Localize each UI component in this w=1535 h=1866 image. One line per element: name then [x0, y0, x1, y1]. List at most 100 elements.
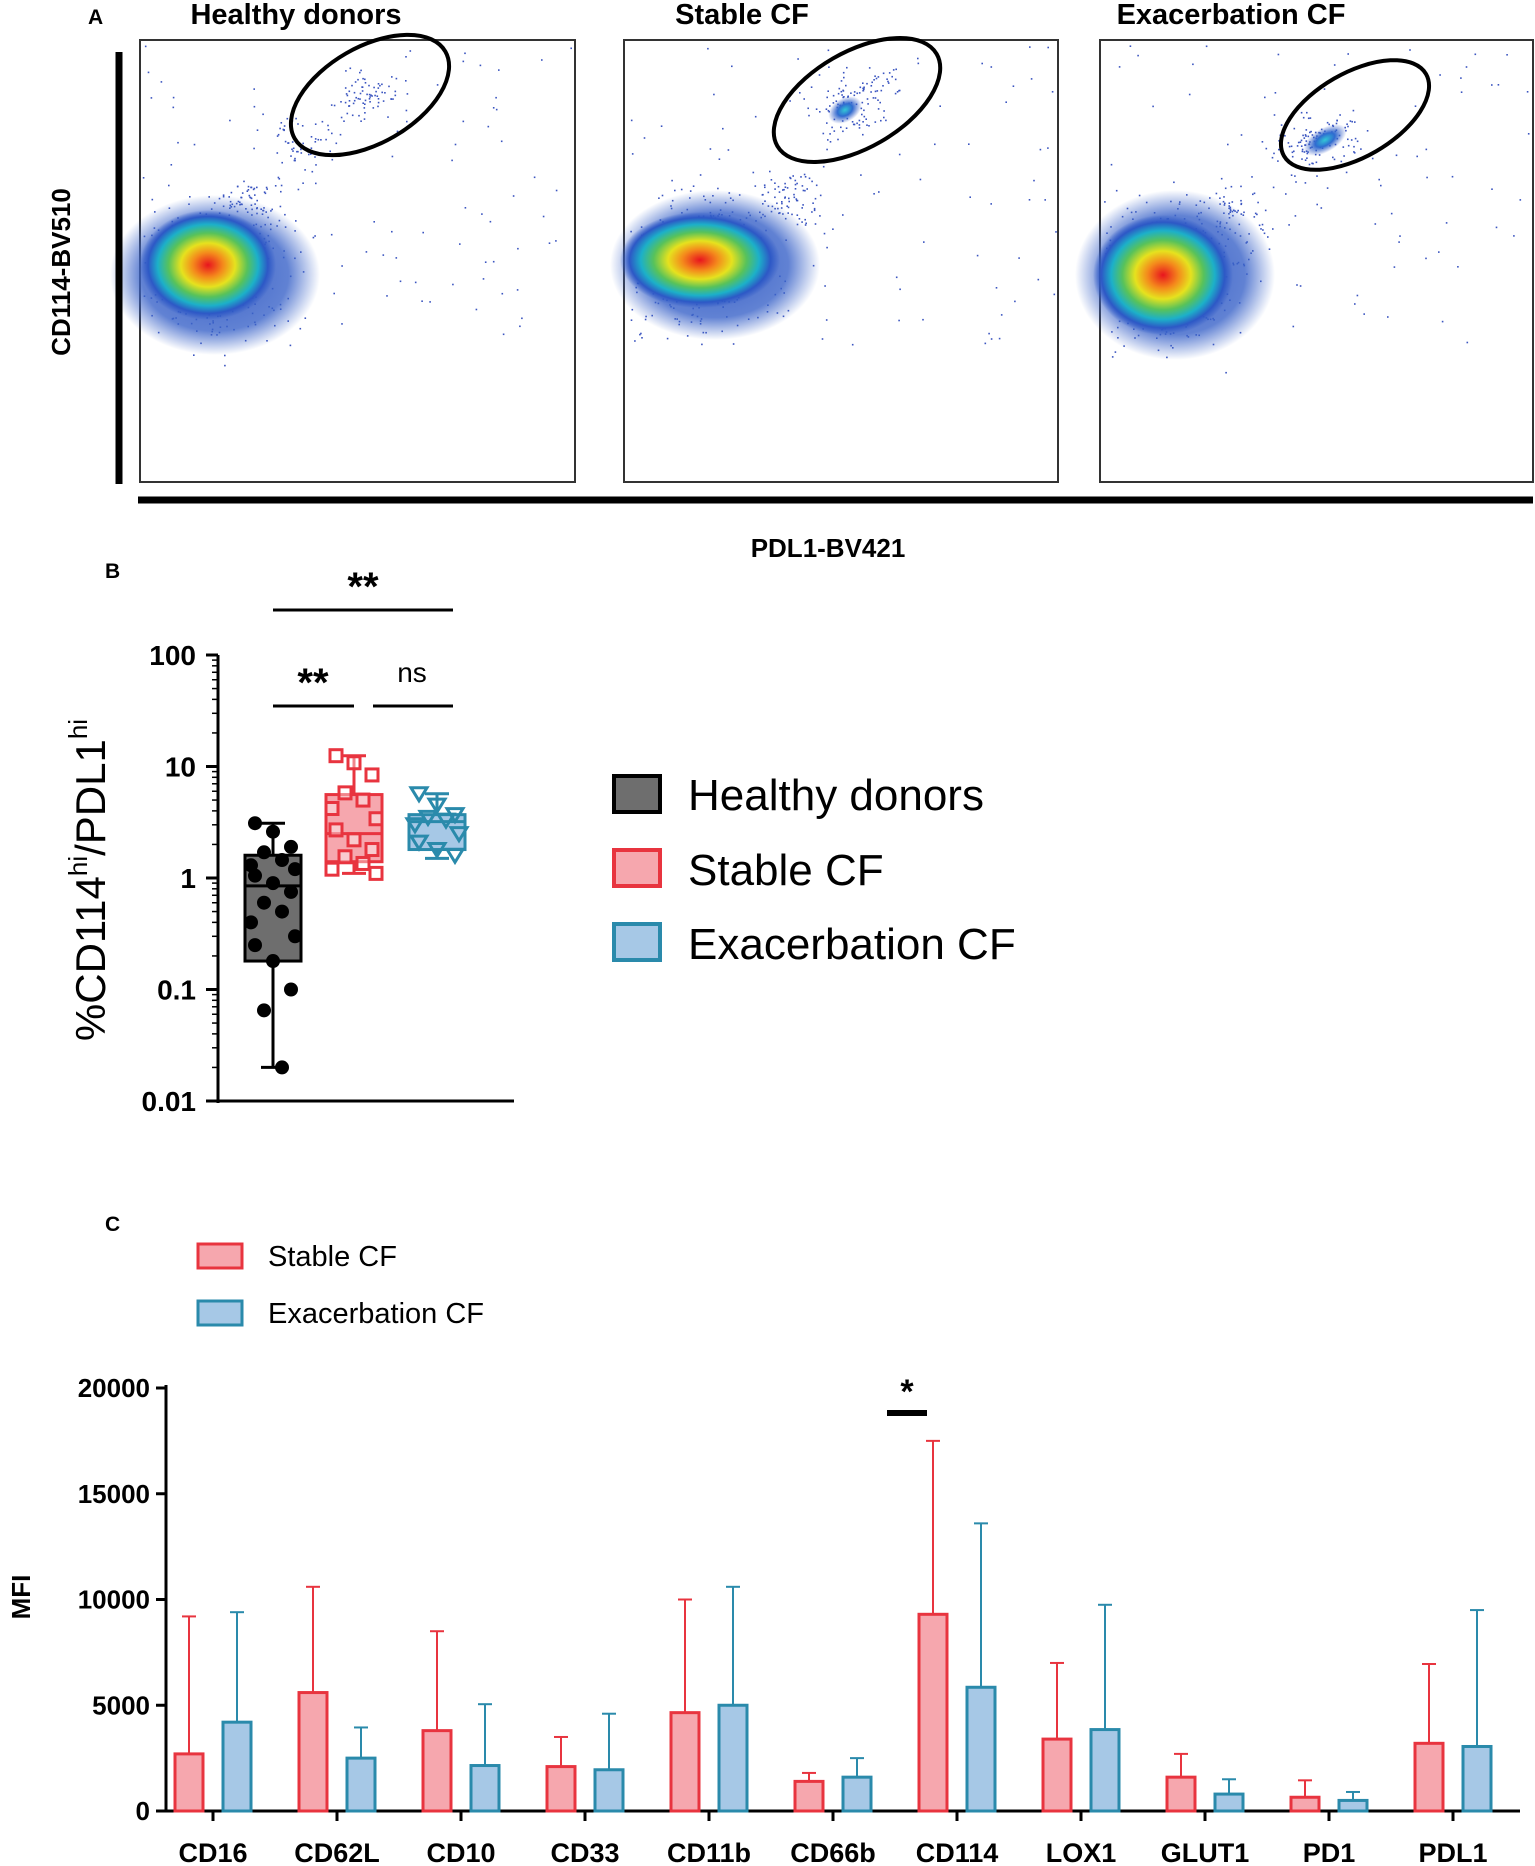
y-tick-label-b: 0.01	[142, 1086, 197, 1117]
legend-swatch-stable	[612, 848, 662, 888]
scatter-dot	[784, 186, 787, 188]
scatter-dot	[1378, 178, 1380, 181]
data-point	[284, 839, 298, 854]
scatter-dot	[783, 188, 785, 191]
panel-b: B 100 10 1 0.1 0.01 %CD114hi/PDL1hi ** ** ns…	[63, 560, 1016, 1117]
scatter-dot	[867, 103, 869, 105]
x-tick-label-c: CD114	[916, 1838, 999, 1866]
scatter-dot	[405, 80, 407, 82]
scatter-dot	[1114, 351, 1117, 353]
scatter-dot	[917, 57, 919, 60]
scatter-dot	[815, 108, 818, 110]
bar-group-cd66b: CD66b	[790, 1757, 876, 1866]
scatter-dot	[501, 292, 504, 295]
scatter-dot	[1354, 303, 1356, 305]
scatter-dot	[976, 254, 979, 257]
density-plot-exacerbation	[1075, 39, 1534, 483]
scatter-dot	[327, 124, 329, 127]
bar-stable	[1165, 1775, 1197, 1813]
scatter-dot	[804, 189, 806, 192]
scatter-dot	[1240, 199, 1242, 202]
scatter-dot	[346, 94, 349, 97]
scatter-dot	[177, 141, 179, 144]
panel-c-ticks: 0 5000 10000 15000 20000	[78, 1373, 166, 1826]
scatter-dot	[264, 192, 267, 195]
data-point	[257, 1003, 271, 1018]
data-point	[364, 842, 380, 858]
scatter-dot	[1474, 53, 1477, 56]
scatter-dot	[376, 95, 379, 97]
scatter-dot	[283, 129, 285, 131]
scatter-dot	[365, 251, 368, 253]
scatter-dot	[754, 185, 757, 187]
scatter-dot	[229, 119, 231, 122]
scatter-dot	[981, 62, 983, 65]
scatter-dot	[172, 96, 175, 99]
scatter-dot	[803, 98, 805, 100]
bar-stable	[545, 1765, 577, 1813]
scatter-dot	[990, 66, 993, 68]
scatter-dot	[263, 191, 266, 193]
scatter-dot	[804, 176, 807, 178]
scatter-dot	[872, 97, 875, 99]
legend-swatch-healthy	[612, 774, 662, 814]
data-point	[244, 915, 258, 930]
scatter-dot	[858, 92, 861, 94]
y-tick-label-b: 100	[149, 640, 196, 671]
scatter-dot	[774, 188, 776, 190]
scatter-dot	[939, 105, 941, 107]
scatter-dot	[823, 232, 826, 235]
scatter-dot	[289, 344, 292, 347]
scatter-dot	[865, 118, 867, 120]
scatter-dot	[767, 191, 770, 194]
scatter-dot	[331, 158, 334, 161]
scatter-dot	[1465, 66, 1468, 68]
bar-exacerbation	[965, 1685, 997, 1813]
boxplot-exacerbation-cf	[404, 786, 470, 866]
scatter-dot	[276, 135, 279, 137]
data-point	[324, 861, 340, 877]
data-point	[337, 849, 353, 865]
scatter-dot	[825, 319, 828, 321]
scatter-dot	[384, 92, 386, 94]
scatter-dot	[368, 98, 371, 100]
scatter-dot	[923, 241, 925, 243]
scatter-dot	[858, 127, 861, 129]
scatter-dot	[796, 214, 799, 216]
scatter-dot	[373, 221, 375, 223]
scatter-dot	[1219, 197, 1221, 199]
data-point	[368, 865, 384, 881]
scatter-dot	[1390, 212, 1393, 215]
scatter-dot	[1416, 155, 1418, 158]
scatter-dot	[297, 123, 299, 125]
scatter-dot	[284, 140, 287, 143]
scatter-dot	[1231, 201, 1234, 203]
scatter-dot	[887, 82, 890, 84]
bar-exacerbation	[841, 1775, 873, 1813]
scatter-dot	[934, 143, 936, 146]
scatter-dot	[1028, 199, 1031, 201]
scatter-dot	[464, 52, 466, 55]
scatter-dot	[891, 75, 893, 78]
scatter-dot	[300, 152, 303, 154]
scatter-dot	[1352, 109, 1355, 112]
scatter-dot	[1336, 119, 1338, 122]
scatter-dot	[815, 184, 818, 187]
scatter-dot	[851, 121, 854, 123]
scatter-dot	[858, 124, 861, 126]
scatter-dot	[845, 127, 848, 129]
data-point	[328, 748, 344, 764]
scatter-dot	[282, 128, 285, 131]
scatter-dot	[487, 125, 490, 128]
scatter-dot	[1457, 266, 1459, 268]
data-point	[324, 801, 340, 817]
scatter-dot	[1497, 84, 1500, 86]
scatter-dot	[341, 323, 343, 325]
scatter-dot	[296, 150, 298, 153]
scatter-dot	[481, 213, 483, 215]
scatter-dot	[1240, 185, 1242, 188]
scatter-dot	[826, 96, 828, 99]
scatter-dot	[1305, 135, 1307, 137]
y-axis-label-a: CD114-BV510	[46, 188, 76, 356]
scatter-dot	[292, 150, 294, 152]
